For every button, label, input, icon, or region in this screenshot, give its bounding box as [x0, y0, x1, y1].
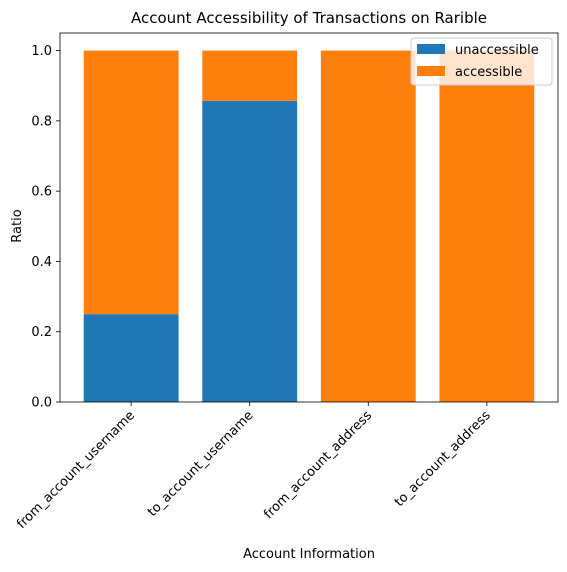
y-tick-label: 0.2 — [31, 325, 52, 340]
bar-accessible-from_account_address — [320, 50, 416, 402]
y-tick-label: 0.4 — [31, 255, 52, 270]
y-axis-label: Ratio — [10, 209, 25, 242]
bar-accessible-to_account_username — [202, 50, 298, 101]
legend-label-unaccessible: unaccessible — [455, 43, 539, 58]
legend-box — [410, 37, 553, 86]
bar-unaccessible-from_account_username — [83, 314, 179, 402]
legend: unaccessible accessible — [410, 37, 553, 86]
legend-swatch-unaccessible — [417, 44, 445, 54]
x-tick-label: from_account_address — [261, 408, 375, 522]
x-axis-label: Account Information — [243, 547, 375, 562]
axes-group — [59, 32, 559, 403]
x-tick-label: to_account_username — [145, 408, 257, 520]
x-tick-label: from_account_username — [14, 408, 138, 532]
chart-title: Account Accessibility of Transactions on… — [131, 9, 487, 27]
y-tick-label: 0.6 — [31, 185, 52, 200]
bar-accessible-to_account_address — [439, 50, 535, 402]
bar-unaccessible-to_account_username — [202, 100, 298, 402]
bar-accessible-from_account_username — [83, 50, 179, 315]
y-tick-label: 1.0 — [31, 44, 52, 59]
y-ticks-group: 0.0 0.2 0.4 0.6 0.8 1.0 — [31, 44, 60, 411]
x-tick-label: to_account_address — [392, 408, 494, 510]
plot-frame — [59, 32, 559, 403]
y-tick-label: 0.8 — [31, 114, 52, 129]
x-ticks-group: from_account_username to_account_username… — [14, 402, 494, 532]
bars-group — [83, 50, 535, 402]
y-tick-label: 0.0 — [31, 396, 52, 411]
legend-swatch-accessible — [417, 66, 445, 76]
legend-label-accessible: accessible — [455, 65, 522, 80]
